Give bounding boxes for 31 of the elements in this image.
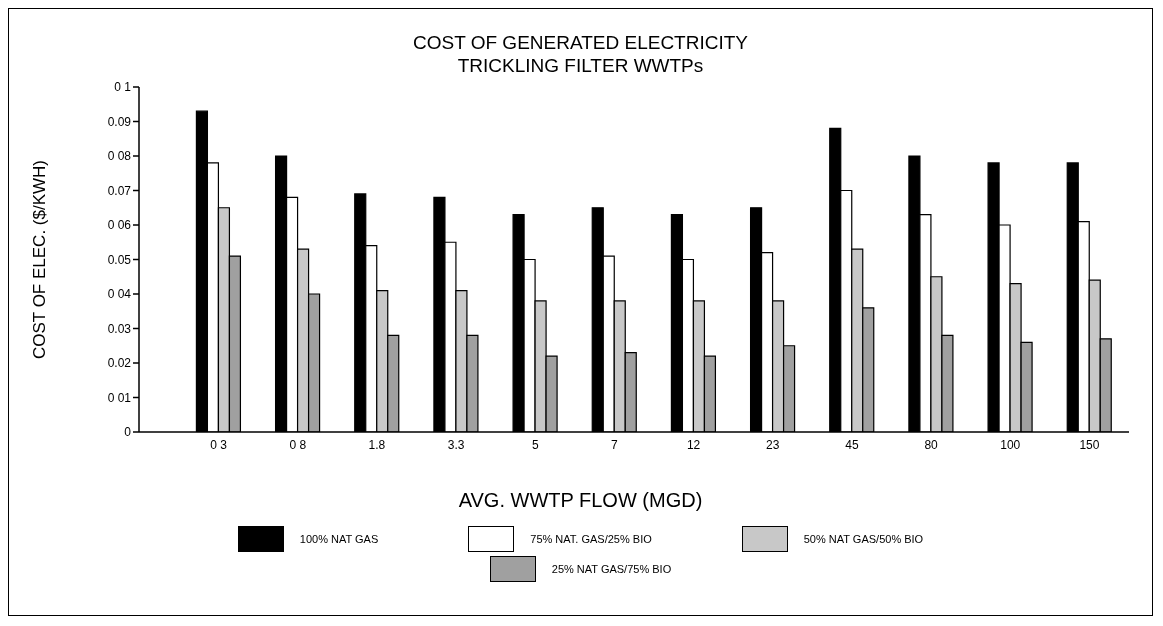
x-tick-label: 45 bbox=[845, 437, 859, 452]
x-tick-label: 0 3 bbox=[210, 437, 228, 452]
x-tick-label: 100 bbox=[1000, 437, 1021, 452]
x-axis-title: AVG. WWTP FLOW (MGD) bbox=[457, 489, 704, 512]
chart-subtitle: TRICKLING FILTER WWTPs bbox=[456, 54, 705, 77]
x-tick-label: 7 bbox=[611, 437, 619, 452]
x-tick-label: 12 bbox=[686, 437, 701, 452]
legend-label: 100% NAT GAS bbox=[299, 533, 379, 545]
x-tick-label: 0 8 bbox=[289, 437, 307, 452]
x-tick-label: 80 bbox=[924, 437, 939, 452]
y-axis-title: COST OF ELEC. ($/KWH) bbox=[30, 160, 50, 359]
x-tick-label: 150 bbox=[1079, 437, 1100, 452]
chart-title: COST OF GENERATED ELECTRICITY bbox=[412, 31, 749, 54]
y-tick-label: 0 bbox=[124, 425, 132, 440]
legend-label: 50% NAT GAS/50% BIO bbox=[803, 533, 924, 545]
y-tick-label: 0.02 bbox=[107, 356, 132, 371]
y-tick-label: 0 08 bbox=[107, 149, 132, 164]
y-tick-label: 0.07 bbox=[107, 183, 132, 198]
y-tick-label: 0 04 bbox=[107, 287, 132, 302]
y-tick-label: 0 1 bbox=[114, 80, 132, 95]
x-tick-label: 3.3 bbox=[447, 437, 465, 452]
x-tick-label: 23 bbox=[766, 437, 780, 452]
y-tick-label: 0 01 bbox=[107, 390, 132, 405]
y-tick-label: 0.05 bbox=[107, 252, 132, 267]
x-tick-label: 1.8 bbox=[368, 437, 386, 452]
legend-label: 25% NAT GAS/75% BIO bbox=[551, 563, 672, 575]
x-tick-label: 5 bbox=[531, 437, 539, 452]
y-tick-label: 0.09 bbox=[107, 114, 132, 129]
legend-label: 75% NAT. GAS/25% BIO bbox=[530, 533, 652, 545]
y-tick-label: 0 06 bbox=[107, 218, 132, 233]
y-tick-label: 0.03 bbox=[107, 321, 132, 336]
